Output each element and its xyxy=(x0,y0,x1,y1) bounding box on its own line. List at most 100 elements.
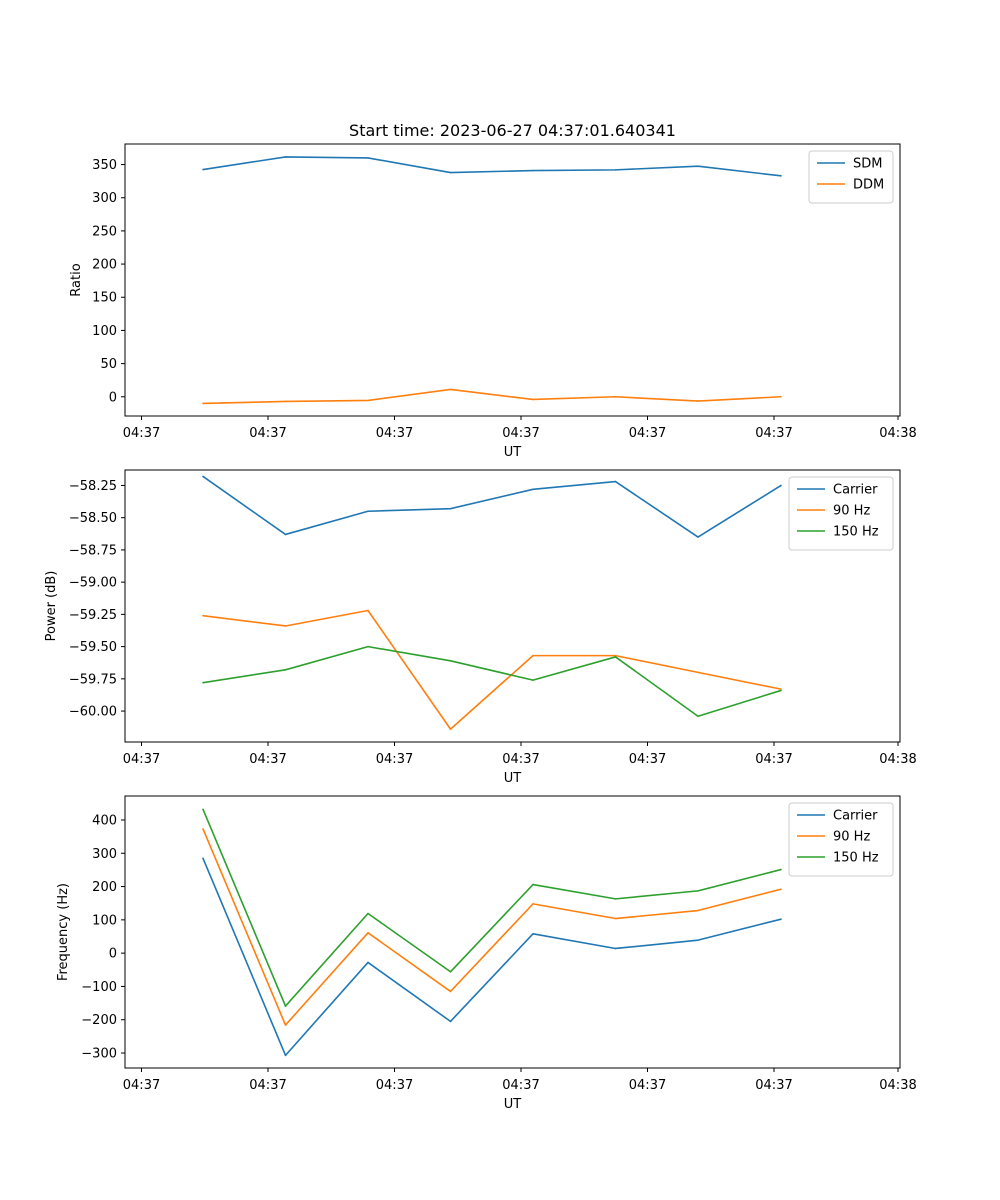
x-tick-label: 04:37 xyxy=(629,752,666,767)
data-point xyxy=(614,917,617,920)
data-point xyxy=(202,828,204,830)
legend-entry: 90 Hz xyxy=(833,504,870,519)
x-tick-label: 04:37 xyxy=(249,426,286,441)
data-point xyxy=(449,659,452,662)
data-point xyxy=(532,679,534,681)
subplot-3: −300 −200 −100 0 100 200 300 400 04:37 04:37 04:37… xyxy=(56,795,917,1112)
legend-entry: 150 Hz xyxy=(833,525,879,540)
series-line-150-hz xyxy=(202,809,782,1007)
data-point xyxy=(449,970,452,973)
series-line-150-hz xyxy=(202,645,782,718)
y-tick-label: 100 xyxy=(92,913,117,928)
data-point xyxy=(284,1024,287,1026)
data-point xyxy=(284,156,287,158)
y-tick-label: 0 xyxy=(109,947,117,962)
y-tick-label: 0 xyxy=(109,390,117,405)
data-point xyxy=(780,688,782,690)
data-point xyxy=(614,947,617,950)
y-tick-label: −200 xyxy=(81,1013,117,1028)
x-tick-label: 04:37 xyxy=(123,426,160,441)
data-point xyxy=(202,475,204,478)
data-point xyxy=(284,625,287,627)
data-point xyxy=(780,918,782,920)
y-tick-label: 300 xyxy=(92,847,117,862)
data-point xyxy=(449,1020,452,1023)
x-tick-label: 04:37 xyxy=(376,752,413,767)
x-tick-label: 04:37 xyxy=(755,752,792,767)
x-tick-label: 04:37 xyxy=(376,426,413,441)
x-axis-label: UT xyxy=(504,445,522,460)
data-point xyxy=(449,388,452,391)
data-point xyxy=(614,656,617,658)
y-tick-label: −59.25 xyxy=(69,608,117,623)
x-tick-label: 04:37 xyxy=(502,1078,539,1093)
data-point xyxy=(449,990,452,993)
y-tick-label: 100 xyxy=(92,324,117,339)
data-point xyxy=(449,171,452,174)
data-point xyxy=(780,175,782,177)
data-point xyxy=(697,939,699,941)
y-tick-label: 300 xyxy=(92,191,117,206)
y-axis-label: Ratio xyxy=(69,263,84,296)
data-point xyxy=(697,400,699,402)
data-point xyxy=(202,681,204,684)
data-point xyxy=(780,888,782,891)
series-line-ddm xyxy=(202,388,782,405)
y-tick-label: −58.50 xyxy=(69,511,117,526)
data-point xyxy=(367,510,369,513)
y-tick-label: −100 xyxy=(81,980,117,995)
series-line-90-hz xyxy=(202,609,782,730)
legend-entry: 90 Hz xyxy=(833,830,870,845)
x-tick-label: 04:37 xyxy=(502,426,539,441)
subplot-1: 0 50 100 150 200 250 300 350 04:37 04:37 04:37 04:3… xyxy=(69,143,917,460)
data-point xyxy=(780,868,782,871)
axes-frame xyxy=(124,143,901,417)
data-point xyxy=(532,169,534,172)
y-tick-label: −58.25 xyxy=(69,479,117,494)
data-point xyxy=(532,883,534,886)
x-tick-label: 04:37 xyxy=(502,752,539,767)
data-point xyxy=(284,533,287,536)
legend-entry: Carrier xyxy=(833,483,878,498)
data-point xyxy=(697,671,699,674)
x-tick-label: 04:38 xyxy=(879,1078,916,1093)
x-axis-label: UT xyxy=(504,771,522,786)
legend-entry: 150 Hz xyxy=(833,851,879,866)
legend-entry: Carrier xyxy=(833,809,878,824)
data-point xyxy=(449,507,452,510)
data-point xyxy=(697,909,699,912)
x-tick-label: 04:37 xyxy=(629,1078,666,1093)
data-point xyxy=(367,157,369,159)
x-tick-label: 04:38 xyxy=(879,426,916,441)
y-tick-label: −59.00 xyxy=(69,576,117,591)
x-tick-label: 04:37 xyxy=(755,1078,792,1093)
data-point xyxy=(780,689,782,692)
data-point xyxy=(532,398,534,401)
data-point xyxy=(614,480,617,483)
data-point xyxy=(697,890,699,892)
y-tick-label: 400 xyxy=(92,813,117,828)
data-point xyxy=(202,168,204,171)
y-tick-label: 200 xyxy=(92,258,117,273)
data-point xyxy=(532,903,534,905)
y-axis-label: Frequency (Hz) xyxy=(56,883,71,981)
series-line-carrier xyxy=(202,475,782,538)
data-point xyxy=(284,1005,287,1007)
y-tick-label: 200 xyxy=(92,880,117,895)
data-point xyxy=(202,402,204,405)
y-tick-label: −58.75 xyxy=(69,543,117,558)
legend-entry: DDM xyxy=(853,178,884,193)
legend-box xyxy=(808,150,894,204)
y-tick-label: 350 xyxy=(92,158,117,173)
y-tick-label: 50 xyxy=(100,357,117,372)
chart-title: Start time: 2023-06-27 04:37:01.640341 xyxy=(349,121,676,140)
data-point xyxy=(614,169,617,171)
x-tick-label: 04:37 xyxy=(123,752,160,767)
data-point xyxy=(532,654,534,657)
x-tick-label: 04:37 xyxy=(376,1078,413,1093)
x-tick-label: 04:37 xyxy=(249,1078,286,1093)
y-tick-label: −60.00 xyxy=(69,705,117,720)
y-tick-label: −59.75 xyxy=(69,672,117,687)
y-axis-label: Power (dB) xyxy=(44,571,59,642)
